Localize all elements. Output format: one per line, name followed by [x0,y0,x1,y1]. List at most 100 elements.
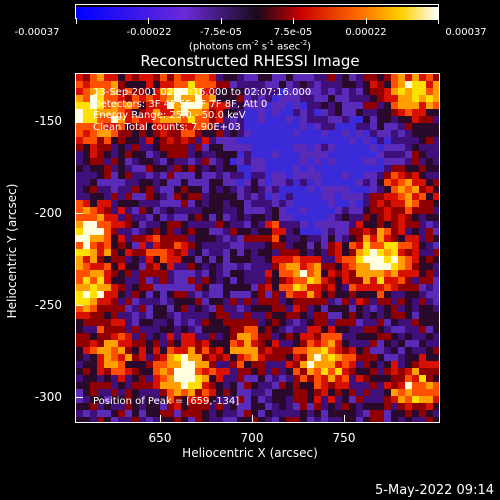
image-pixel [139,340,146,347]
image-pixel [293,214,300,221]
image-pixel [132,165,139,172]
image-pixel [286,165,293,172]
image-pixel [335,333,342,340]
image-pixel [83,130,90,137]
image-pixel [272,417,279,422]
image-pixel [356,109,363,116]
image-pixel [83,298,90,305]
image-pixel [83,305,90,312]
image-pixel [377,235,384,242]
image-pixel [258,249,265,256]
image-pixel [391,319,398,326]
image-pixel [258,123,265,130]
image-pixel [363,165,370,172]
image-pixel [132,312,139,319]
image-pixel [363,123,370,130]
image-pixel [90,256,97,263]
image-pixel [314,382,321,389]
image-pixel [328,81,335,88]
image-pixel [419,109,426,116]
image-pixel [433,74,439,81]
image-pixel [272,95,279,102]
image-pixel [76,277,83,284]
image-pixel [279,88,286,95]
image-pixel [188,417,195,422]
image-pixel [153,347,160,354]
image-pixel [90,368,97,375]
image-pixel [370,396,377,403]
image-pixel [167,361,174,368]
image-pixel [104,165,111,172]
image-pixel [433,263,439,270]
image-pixel [328,228,335,235]
image-pixel [391,137,398,144]
image-pixel [237,396,244,403]
image-pixel [76,221,83,228]
image-pixel [279,312,286,319]
image-pixel [244,179,251,186]
image-pixel [426,214,433,221]
image-pixel [335,312,342,319]
image-pixel [377,109,384,116]
image-pixel [370,88,377,95]
image-pixel [356,158,363,165]
image-pixel [307,291,314,298]
image-pixel [405,284,412,291]
image-pixel [132,410,139,417]
image-pixel [153,130,160,137]
image-pixel [349,340,356,347]
image-pixel [279,347,286,354]
image-pixel [328,333,335,340]
image-pixel [272,165,279,172]
image-pixel [307,354,314,361]
image-pixel [90,389,97,396]
image-pixel [398,354,405,361]
image-pixel [321,354,328,361]
image-pixel [174,382,181,389]
image-pixel [230,312,237,319]
image-pixel [230,340,237,347]
x-axis-label: Heliocentric X (arcsec) [182,446,318,460]
image-pixel [202,326,209,333]
image-pixel [244,256,251,263]
image-pixel [146,249,153,256]
image-pixel [342,291,349,298]
image-pixel [188,242,195,249]
image-pixel [76,403,83,410]
image-pixel [286,109,293,116]
image-pixel [167,158,174,165]
image-pixel [328,403,335,410]
image-pixel [293,382,300,389]
image-pixel [391,277,398,284]
image-pixel [391,298,398,305]
image-pixel [321,165,328,172]
image-pixel [258,151,265,158]
image-pixel [314,326,321,333]
image-pixel [328,221,335,228]
image-pixel [412,123,419,130]
image-pixel [258,319,265,326]
image-pixel [167,221,174,228]
image-pixel [209,130,216,137]
colorbar-units: (photons cm-2 s-1 asec-2) [188,39,312,53]
image-pixel [111,249,118,256]
image-pixel [307,319,314,326]
image-pixel [426,123,433,130]
image-pixel [251,305,258,312]
image-pixel [286,375,293,382]
image-pixel [146,305,153,312]
image-pixel [279,326,286,333]
image-pixel [279,291,286,298]
image-pixel [419,256,426,263]
image-pixel [195,88,202,95]
image-pixel [342,88,349,95]
image-pixel [153,158,160,165]
image-pixel [230,200,237,207]
image-pixel [272,228,279,235]
image-pixel [349,375,356,382]
image-pixel [160,368,167,375]
image-pixel [90,382,97,389]
image-pixel [139,193,146,200]
image-pixel [230,214,237,221]
image-pixel [230,389,237,396]
